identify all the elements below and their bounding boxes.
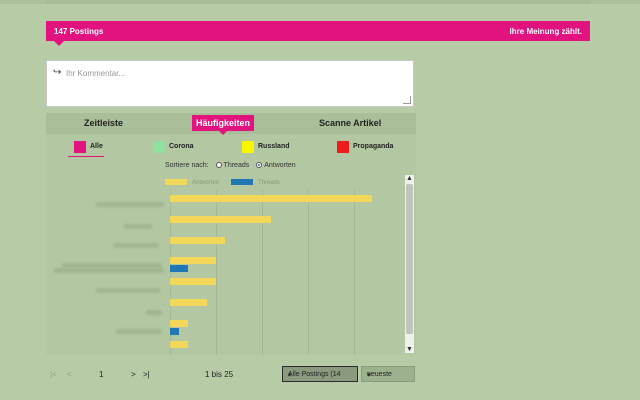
next-page-button[interactable]: > — [131, 370, 136, 379]
header-notch — [54, 41, 64, 46]
legend-label-threads: Threads — [258, 180, 281, 186]
blurred-term-label — [146, 310, 162, 315]
postings-header: 147 Postings Ihre Meinung zählt. — [46, 21, 590, 46]
blurred-term-label — [54, 268, 164, 273]
top-strip — [0, 0, 640, 4]
blurred-term-label — [114, 243, 158, 248]
category-label: Propaganda — [353, 143, 394, 150]
analysis-panel: Zeitleiste Häufigkeiten Scanne Artikel A… — [46, 113, 416, 355]
radio-antworten[interactable] — [256, 162, 263, 168]
legend-antworten: Antworten — [165, 179, 219, 186]
grid-line — [170, 190, 171, 355]
postings-filter-select[interactable]: Alle Postings (14 ▾ — [282, 366, 358, 382]
order-select[interactable]: neueste ▾ — [361, 366, 415, 382]
top-strip-block — [45, 0, 591, 4]
bar-antworten — [170, 319, 189, 327]
scroll-thumb[interactable] — [406, 184, 413, 334]
comment-placeholder: Ihr Kommentar... — [66, 69, 126, 78]
legend-swatch-antworten — [165, 179, 187, 185]
postings-filter-value: Alle Postings (14 — [288, 371, 341, 378]
tab-haeufigkeiten[interactable]: Häufigkeiten — [192, 115, 255, 135]
category-swatch — [242, 141, 254, 153]
bar-threads — [170, 265, 189, 273]
header-tagline: Ihre Meinung zählt. — [509, 27, 582, 36]
radio-threads-label[interactable]: Threads — [223, 162, 250, 169]
legend-swatch-threads — [231, 179, 253, 185]
bar-antworten — [170, 195, 373, 202]
legend-threads: Threads — [231, 179, 280, 186]
page-range: 1 bis 25 — [205, 370, 234, 379]
prev-page-button[interactable]: < — [67, 370, 72, 379]
order-select-value: neueste — [367, 371, 392, 378]
category-swatch — [153, 141, 165, 153]
tab-bar: Zeitleiste Häufigkeiten Scanne Artikel — [46, 113, 416, 135]
grid-line — [262, 190, 263, 355]
blurred-term-label — [116, 329, 162, 334]
sort-label: Sortiere nach: — [165, 162, 209, 169]
bar-antworten — [170, 257, 216, 265]
selected-category-underline — [68, 156, 104, 157]
frequency-chart — [170, 190, 402, 355]
category-swatch — [74, 141, 86, 153]
current-page: 1 — [99, 370, 104, 379]
postings-count: 147 Postings — [54, 27, 104, 36]
category-swatch — [337, 141, 349, 153]
bar-antworten — [170, 299, 207, 306]
chevron-down-icon: ▾ — [367, 372, 371, 379]
scroll-down-icon[interactable]: ▼ — [406, 346, 413, 353]
radio-threads[interactable] — [215, 162, 222, 168]
chevron-down-icon: ▾ — [288, 372, 292, 379]
category-label: Alle — [90, 143, 103, 150]
grid-line — [354, 190, 355, 355]
blurred-term-label — [96, 202, 164, 207]
grid-line — [216, 190, 217, 355]
category-label: Corona — [169, 143, 194, 150]
first-page-button[interactable]: |< — [50, 370, 57, 379]
bar-antworten — [170, 278, 216, 286]
legend-label-antworten: Antworten — [192, 180, 220, 186]
radio-antworten-label[interactable]: Antworten — [264, 162, 296, 169]
blurred-term-label — [62, 263, 162, 268]
sort-controls: Sortiere nach: Threads Antworten — [165, 162, 296, 169]
comment-input[interactable]: ↪ Ihr Kommentar... — [46, 60, 414, 107]
tab-scanne-artikel[interactable]: Scanne Artikel — [319, 118, 382, 128]
chart-scrollbar[interactable]: ▲ ▼ — [405, 175, 414, 353]
bar-threads — [170, 327, 180, 335]
blurred-term-label — [96, 288, 160, 293]
tab-zeitleiste[interactable]: Zeitleiste — [84, 118, 124, 128]
last-page-button[interactable]: >| — [143, 370, 150, 379]
bar-antworten — [170, 340, 189, 348]
resize-grip-icon[interactable] — [403, 96, 411, 104]
reply-arrow-icon: ↪ — [53, 67, 62, 78]
grid-line — [308, 190, 309, 355]
scroll-up-icon[interactable]: ▲ — [406, 175, 413, 182]
category-label: Russland — [258, 143, 290, 150]
bar-antworten — [170, 215, 272, 223]
blurred-term-label — [124, 224, 152, 229]
bar-antworten — [170, 236, 226, 244]
